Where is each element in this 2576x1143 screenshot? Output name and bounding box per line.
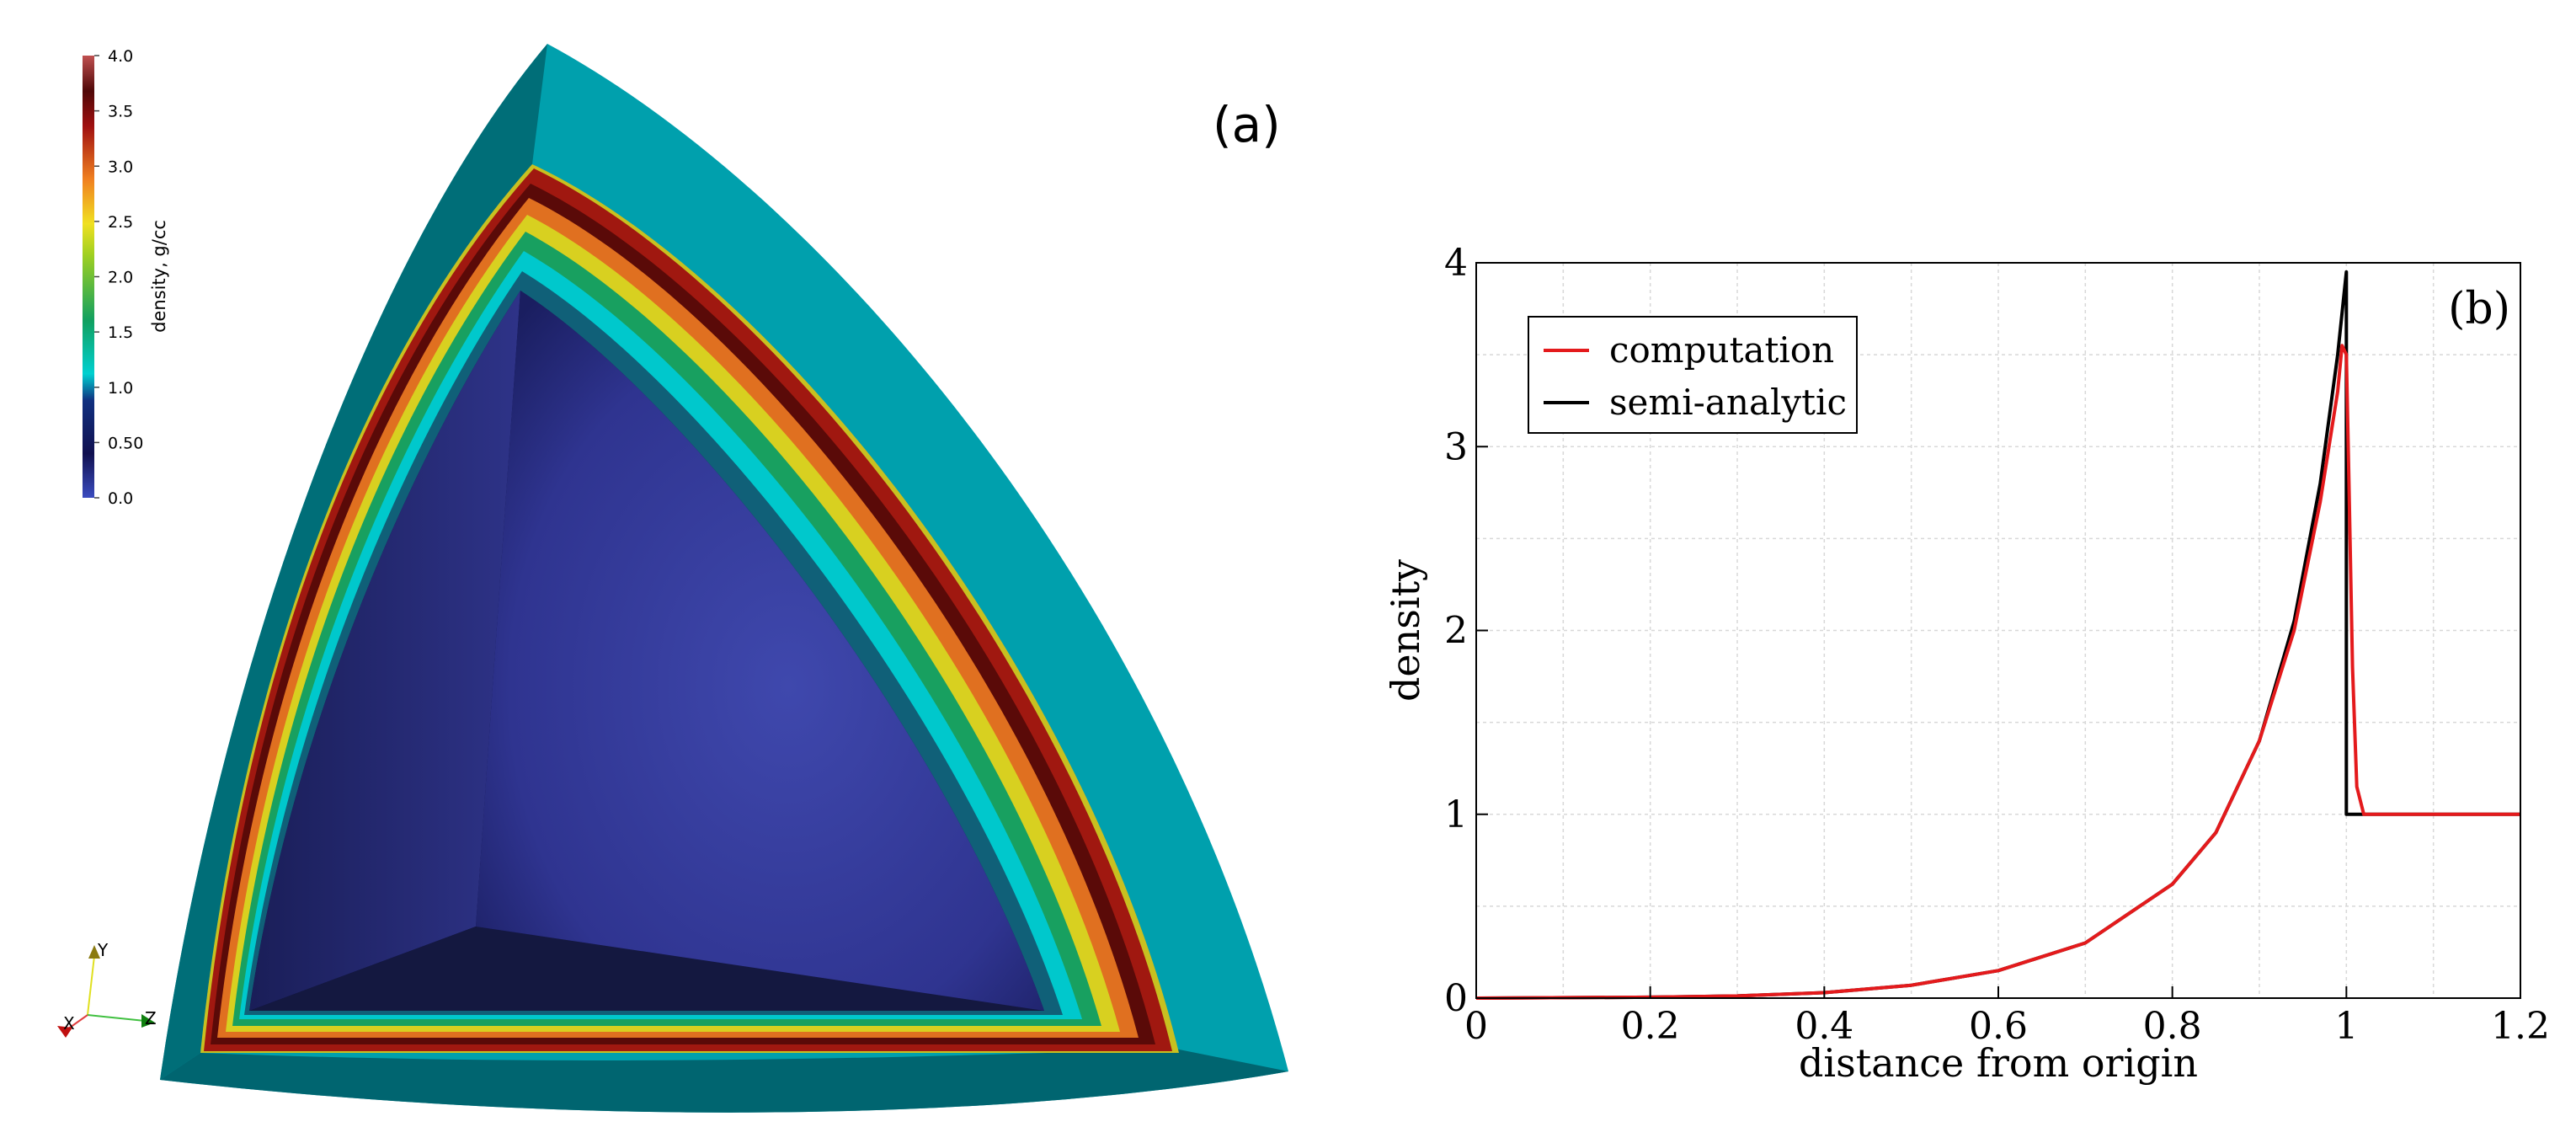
inner-bottom-face — [249, 927, 1044, 1011]
series-group — [1475, 270, 2520, 1000]
x-tick-label: 1.2 — [2491, 1005, 2550, 1048]
inner-right-face — [476, 291, 1044, 1011]
colorbar-tick-label: 2.5 — [108, 213, 133, 232]
colorbar-tick-label: 1.0 — [108, 379, 133, 398]
colorbar-tick-label: 0.0 — [108, 489, 133, 508]
density-line-chart: 0 0.2 0.4 0.6 0.8 1 1.2 0 1 2 3 4 distance from ori… — [1383, 242, 2550, 1086]
density-octant-render: (a) 4.0 3.5 3.0 2.5 2.0 1.5 1.0 0.50 0.0 density… — [57, 44, 1288, 1113]
colorbar-title: density, g/cc — [149, 220, 169, 333]
y-tick-label: 2 — [1444, 610, 1468, 653]
outer-shell-bottom-edge — [160, 1049, 1288, 1113]
legend: computation semi-analytic — [1528, 316, 1858, 434]
tick-labels: 0 0.2 0.4 0.6 0.8 1 1.2 0 1 2 3 4 — [1444, 242, 2550, 1048]
colorbar-tick-label: 3.0 — [108, 158, 133, 176]
legend-entry: computation — [1609, 329, 1834, 371]
y-axis-label: density — [1383, 559, 1428, 702]
series-line-computation — [1475, 344, 2520, 1000]
y-tick-label: 3 — [1444, 425, 1468, 468]
colorbar: 4.0 3.5 3.0 2.5 2.0 1.5 1.0 0.50 0.0 density, g/… — [83, 47, 169, 508]
x-axis-label: distance from origin — [1799, 1040, 2198, 1086]
x-tick-label: 0.6 — [1969, 1005, 2028, 1048]
x-tick-label: 0.4 — [1795, 1005, 1853, 1048]
colorbar-tick-label: 3.5 — [108, 103, 133, 121]
inner-left-face — [249, 291, 520, 1011]
axis-x-label: X — [63, 1013, 75, 1034]
axis-z-label: Z — [145, 1008, 157, 1028]
panel-b-chart: 0 0.2 0.4 0.6 0.8 1 1.2 0 1 2 3 4 distance from ori… — [1381, 0, 2576, 1140]
colorbar-gradient — [83, 56, 94, 498]
legend-box — [1528, 316, 1858, 434]
outer-shell-left-edge — [160, 44, 547, 1080]
colorbar-tick-label: 4.0 — [108, 47, 133, 66]
x-tick-label: 0.8 — [2143, 1005, 2202, 1048]
x-tick-label: 1 — [2334, 1005, 2358, 1048]
axis-y-label: Y — [97, 940, 109, 960]
y-tick-label: 4 — [1444, 242, 1468, 285]
y-tick-label: 1 — [1444, 793, 1468, 836]
x-tick-label: 0.2 — [1621, 1005, 1680, 1048]
panel-a-3d-render: (a) 4.0 3.5 3.0 2.5 2.0 1.5 1.0 0.50 0.0 density… — [57, 44, 1288, 1113]
y-tick-label: 0 — [1444, 977, 1468, 1020]
colorbar-tick-label: 1.5 — [108, 323, 133, 342]
axes-triad: Y Z X — [57, 940, 157, 1038]
legend-entry: semi-analytic — [1609, 382, 1847, 423]
x-tick-label: 0 — [1464, 1005, 1488, 1048]
colorbar-tick-label: 0.50 — [108, 434, 143, 452]
panel-b-label: (b) — [2448, 284, 2510, 334]
panel-a-label: (a) — [1213, 96, 1281, 153]
colorbar-tick-label: 2.0 — [108, 269, 133, 287]
